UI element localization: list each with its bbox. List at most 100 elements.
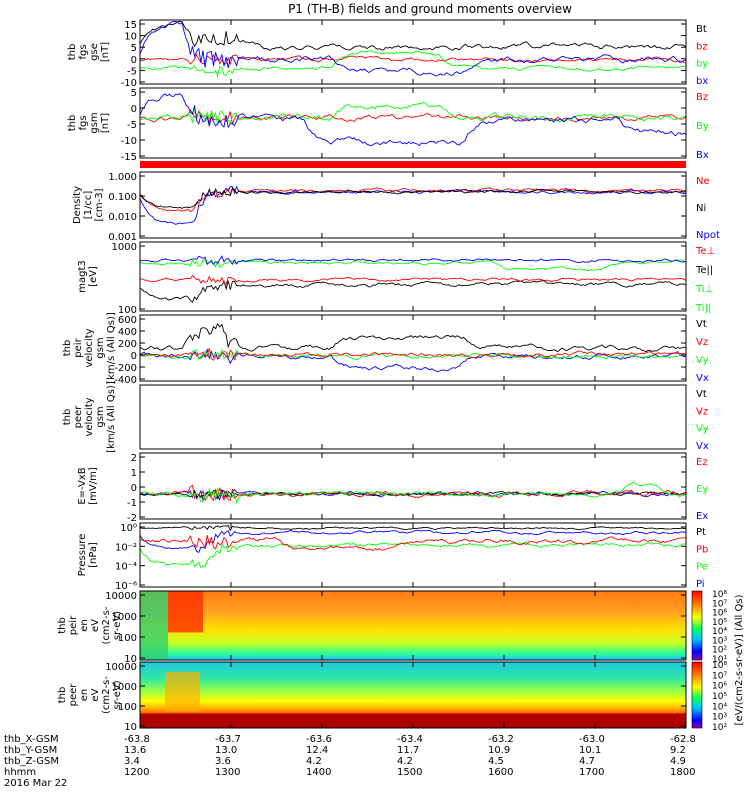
y-axis-label: thbpeereneV(cm2-s-sr-eV) xyxy=(57,676,123,714)
y-tick-label: 1000 xyxy=(112,242,137,253)
legend-vt: Vt xyxy=(696,389,707,400)
colorbar-tick-label: 10⁸ xyxy=(712,661,727,671)
legend-pt: Pt xyxy=(696,527,706,538)
colorbar-tick-label: 10⁵ xyxy=(712,692,727,702)
legend-vz: Vz xyxy=(696,406,708,417)
x-row-value: -63.2 xyxy=(488,734,514,745)
x-row-label: thb_Z-GSM xyxy=(4,756,59,767)
legend-bx: Bx xyxy=(696,150,709,161)
y-tick-label: 10⁻² xyxy=(115,542,137,553)
y-tick-label: 5 xyxy=(131,43,137,54)
y-axis-label-line: fgs xyxy=(78,44,89,59)
trace-density xyxy=(139,185,687,225)
y-tick-label: 600 xyxy=(118,315,137,326)
trace-fgs_bgse xyxy=(140,50,687,78)
legend-vy: Vy xyxy=(696,355,709,366)
y-tick-label: 10⁻⁴ xyxy=(115,562,137,573)
y-axis-label: magt3[eV] xyxy=(77,260,99,293)
panel-peir_velocity: 6004002000-200-400thbpeirvelocitygsm[km/… xyxy=(62,312,709,386)
panel-peer_spec: 10⁸10⁷10⁶10⁵10⁴10³10²10000100010010thbpe… xyxy=(57,661,727,733)
trace-pressure xyxy=(139,534,686,552)
x-row-value: 4.9 xyxy=(670,756,686,767)
x-row-value: 4.2 xyxy=(306,756,322,767)
y-axis-label-line: velocity xyxy=(84,328,95,367)
y-axis-label-line: thb xyxy=(57,617,68,634)
spectrogram-burst xyxy=(168,591,203,633)
x-row-value: 12.4 xyxy=(306,745,328,756)
y-tick-label: -15 xyxy=(121,152,137,163)
y-axis-label-line: [eV] xyxy=(88,266,99,287)
trace-efield xyxy=(140,484,687,502)
x-row-value: 1600 xyxy=(488,767,513,778)
panel-frame xyxy=(139,87,687,159)
y-tick-label: 15 xyxy=(124,20,137,31)
legend-vt: Vt xyxy=(696,319,707,330)
x-row-value: -63.4 xyxy=(397,734,423,745)
y-axis-label: thbfgsgse[nT] xyxy=(67,42,111,62)
y-tick-label: 0.100 xyxy=(108,192,137,203)
y-axis-label-line: [cm-3] xyxy=(94,188,105,221)
y-axis-label-line: peer xyxy=(73,405,84,429)
y-axis-label-line: [nPa] xyxy=(88,542,99,568)
x-row-value: 3.6 xyxy=(215,756,231,767)
legend-pi: Pi xyxy=(696,579,705,590)
chart-title: P1 (TH-B) fields and ground moments over… xyxy=(288,2,572,16)
x-row-value: 1700 xyxy=(579,767,604,778)
legend-vx: Vx xyxy=(696,441,709,452)
x-row-value: 13.6 xyxy=(124,745,146,756)
panel-frame xyxy=(139,384,687,450)
x-row-value: 1200 xyxy=(124,767,149,778)
y-axis-label-line: sr-eV) xyxy=(112,611,123,640)
y-tick-label: 0 xyxy=(131,351,137,362)
y-tick-label: -200 xyxy=(114,363,137,374)
legend-bz: Bz xyxy=(696,92,708,103)
colorbar-tick-label: 10⁴ xyxy=(712,627,727,637)
trace-fgs_bgsm xyxy=(139,101,687,126)
x-row-value: -63.7 xyxy=(215,734,241,745)
y-tick-label: -10 xyxy=(121,136,137,147)
y-tick-label: 10 xyxy=(124,32,137,43)
legend-ey: Ey xyxy=(696,484,708,495)
y-tick-label: 200 xyxy=(118,339,137,350)
y-axis-label-line: Density xyxy=(72,186,83,224)
colorbar-tick-label: 10⁶ xyxy=(712,609,727,619)
x-row-value: -63.0 xyxy=(579,734,605,745)
panel-efield: 2 1 0 -1 -2 E=-VxB[mV/m] Ez Ey Ex xyxy=(77,452,708,524)
colorbar-peer_spec xyxy=(691,661,703,729)
trace-temperature xyxy=(140,255,687,266)
trace-peir_velocity xyxy=(139,347,687,373)
y-axis-label-line: magt3 xyxy=(77,260,88,293)
y-axis-label-line: thb xyxy=(67,44,78,61)
y-axis-label-line: en xyxy=(79,619,90,632)
colorbar-tick-label: 10² xyxy=(712,646,727,656)
legend-te⊥: Te⊥ xyxy=(695,246,715,257)
y-tick-label: 5 xyxy=(131,88,137,99)
legend-ti||: Ti|| xyxy=(695,303,711,314)
x-row-value: 1800 xyxy=(670,767,695,778)
date-label: 2016 Mar 22 xyxy=(4,778,67,789)
panel-peir_spec: 10⁸10⁷10⁶10⁵10⁴10³10²10¹10000100010010th… xyxy=(57,590,727,665)
legend-pe: Pe xyxy=(696,562,708,573)
y-tick-label: 0.010 xyxy=(108,212,137,223)
x-row-label: thb_Y-GSM xyxy=(4,745,57,756)
x-row-value: -62.8 xyxy=(670,734,696,745)
y-axis-label-line: gsm xyxy=(89,112,100,133)
y-axis-label: Pressure[nPa] xyxy=(77,534,99,577)
y-axis-label-line: [km/s (All Qs)] xyxy=(106,312,117,384)
colorbar-tick-label: 10³ xyxy=(712,713,727,723)
colorbar-tick-label: 10⁴ xyxy=(712,702,727,712)
panel-frame xyxy=(139,452,687,520)
y-axis-label-line: [1/cc] xyxy=(83,191,94,220)
panel-fgs_bgsm: 5 0 -5 -10 -15 thbfgsgsm[nT] Bz By Bx xyxy=(67,87,709,163)
y-axis-label-line: sr-eV) xyxy=(112,680,123,709)
y-axis-label: thbpeireneV(cm2-s-sr-eV) xyxy=(57,606,123,644)
y-tick-label: 1000 xyxy=(112,612,137,623)
x-row-value: -63.6 xyxy=(306,734,332,745)
x-row-value: 4.5 xyxy=(488,756,504,767)
colorbar-tick-label: 10⁶ xyxy=(712,682,727,692)
colorbar-tick-label: 10² xyxy=(712,723,727,733)
y-axis-label-line: gsm xyxy=(95,406,106,427)
x-row-value: 1300 xyxy=(215,767,240,778)
y-axis-label-line: Pressure xyxy=(77,534,88,577)
